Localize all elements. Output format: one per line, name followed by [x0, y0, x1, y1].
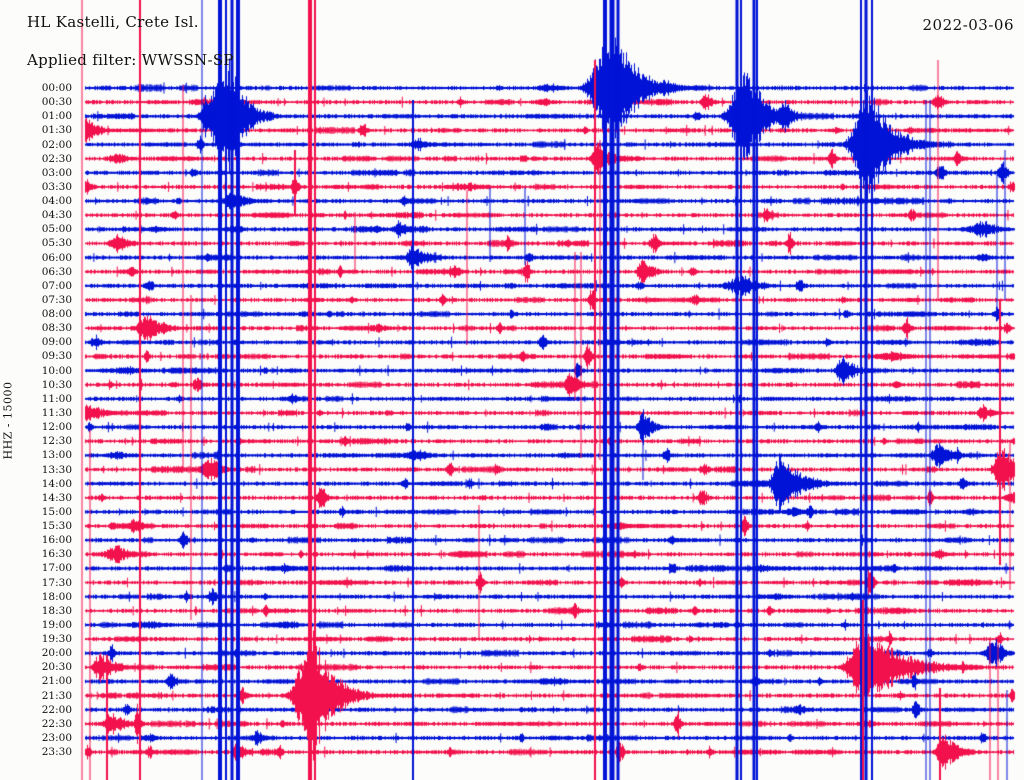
time-label-0900: 09:00	[41, 336, 72, 349]
time-label-2000: 20:00	[41, 647, 72, 660]
time-label-0130: 01:30	[41, 124, 72, 137]
time-label-1830: 18:30	[41, 604, 72, 617]
time-label-1430: 14:30	[41, 491, 72, 504]
time-label-1000: 10:00	[41, 364, 72, 377]
time-label-2100: 21:00	[41, 675, 72, 688]
time-label-1130: 11:30	[41, 406, 72, 419]
date-label: 2022-03-06	[922, 16, 1014, 34]
time-label-2300: 23:00	[41, 731, 72, 744]
time-label-1930: 19:30	[41, 633, 72, 646]
time-label-2230: 22:30	[41, 717, 72, 730]
time-label-1530: 15:30	[41, 520, 72, 533]
time-label-0230: 02:30	[41, 152, 72, 165]
time-label-2030: 20:30	[41, 661, 72, 674]
time-label-0030: 00:30	[41, 96, 72, 109]
time-label-0600: 06:00	[41, 251, 72, 264]
time-label-1330: 13:30	[41, 463, 72, 476]
time-label-0730: 07:30	[41, 293, 72, 306]
time-label-0300: 03:00	[41, 166, 72, 179]
applied-filter-label: Applied filter: WWSSN-SP	[27, 51, 234, 69]
time-label-1730: 17:30	[41, 576, 72, 589]
station-title: HL Kastelli, Crete Isl.	[27, 13, 199, 31]
time-label-1700: 17:00	[41, 562, 72, 575]
time-label-1800: 18:00	[41, 590, 72, 603]
time-label-0430: 04:30	[41, 209, 72, 222]
time-label-0830: 08:30	[41, 322, 72, 335]
time-label-0100: 01:00	[41, 110, 72, 123]
time-label-1500: 15:00	[41, 505, 72, 518]
time-label-0400: 04:00	[41, 195, 72, 208]
time-label-1630: 16:30	[41, 548, 72, 561]
time-label-2200: 22:00	[41, 703, 72, 716]
time-label-2330: 23:30	[41, 746, 72, 759]
time-label-0000: 00:00	[41, 82, 72, 94]
time-label-1400: 14:00	[41, 477, 72, 490]
time-label-1900: 19:00	[41, 618, 72, 631]
time-label-1230: 12:30	[41, 435, 72, 448]
time-label-1200: 12:00	[41, 421, 72, 434]
time-label-1030: 10:30	[41, 378, 72, 391]
time-label-0330: 03:30	[41, 180, 72, 193]
time-label-0800: 08:00	[41, 308, 72, 321]
time-label-0530: 05:30	[41, 237, 72, 250]
time-label-2130: 21:30	[41, 689, 72, 702]
time-label-1300: 13:00	[41, 449, 72, 462]
time-label-1100: 11:00	[41, 392, 72, 405]
time-label-0930: 09:30	[41, 350, 72, 363]
time-label-0500: 05:00	[41, 223, 72, 236]
time-label-1600: 16:00	[41, 534, 72, 547]
time-label-0200: 02:00	[41, 138, 72, 151]
time-label-0630: 06:30	[41, 265, 72, 278]
time-label-0700: 07:00	[41, 279, 72, 292]
